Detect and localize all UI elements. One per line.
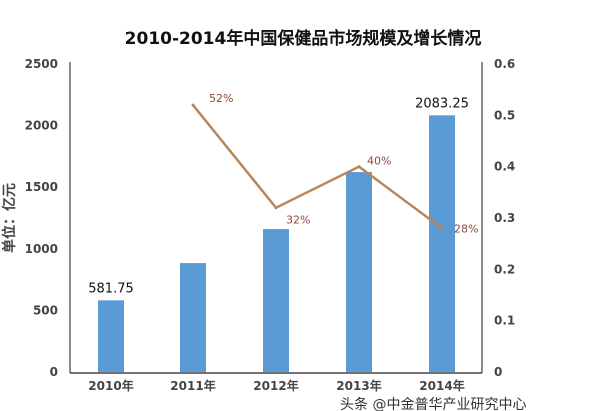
x-tick-label: 2013年 <box>336 378 381 393</box>
bar-data-label: 581.75 <box>88 281 134 296</box>
left-tick-label: 2000 <box>25 119 58 133</box>
bar <box>263 229 289 372</box>
growth-line <box>192 104 443 230</box>
line-point <box>274 206 278 210</box>
right-tick-label: 0.3 <box>494 211 515 225</box>
right-tick-label: 0.6 <box>494 57 515 71</box>
x-tick-label: 2012年 <box>253 378 298 393</box>
line-data-label: 40% <box>367 155 391 168</box>
left-tick-label: 1500 <box>25 180 58 194</box>
bar <box>346 172 372 372</box>
line-data-label: 28% <box>454 222 478 235</box>
left-tick-label: 0 <box>50 365 58 379</box>
watermark: 头条 @中金普华产业研究中心 <box>340 396 526 411</box>
line-data-label: 32% <box>286 214 310 227</box>
right-tick-label: 0.4 <box>494 160 515 174</box>
line-point <box>440 226 444 230</box>
bar <box>429 115 455 372</box>
bar-data-label: 2083.25 <box>415 96 469 111</box>
y-axis-label: 单位：亿元 <box>1 183 18 253</box>
x-tick-label: 2011年 <box>170 378 215 393</box>
chart-title: 2010-2014年中国保健品市场规模及增长情况 <box>125 28 482 49</box>
right-tick-label: 0 <box>494 365 502 379</box>
bar <box>98 300 124 372</box>
left-tick-label: 500 <box>33 303 58 317</box>
line-data-label: 52% <box>209 92 233 105</box>
bar <box>180 263 206 372</box>
left-tick-label: 2500 <box>25 57 58 71</box>
right-tick-label: 0.5 <box>494 108 515 122</box>
line-point <box>191 103 195 107</box>
line-point <box>357 165 361 169</box>
x-tick-label: 2014年 <box>419 378 464 393</box>
right-tick-label: 0.2 <box>494 262 515 276</box>
right-tick-label: 0.1 <box>494 314 515 328</box>
x-tick-label: 2010年 <box>88 378 133 393</box>
left-tick-label: 1000 <box>25 242 58 256</box>
